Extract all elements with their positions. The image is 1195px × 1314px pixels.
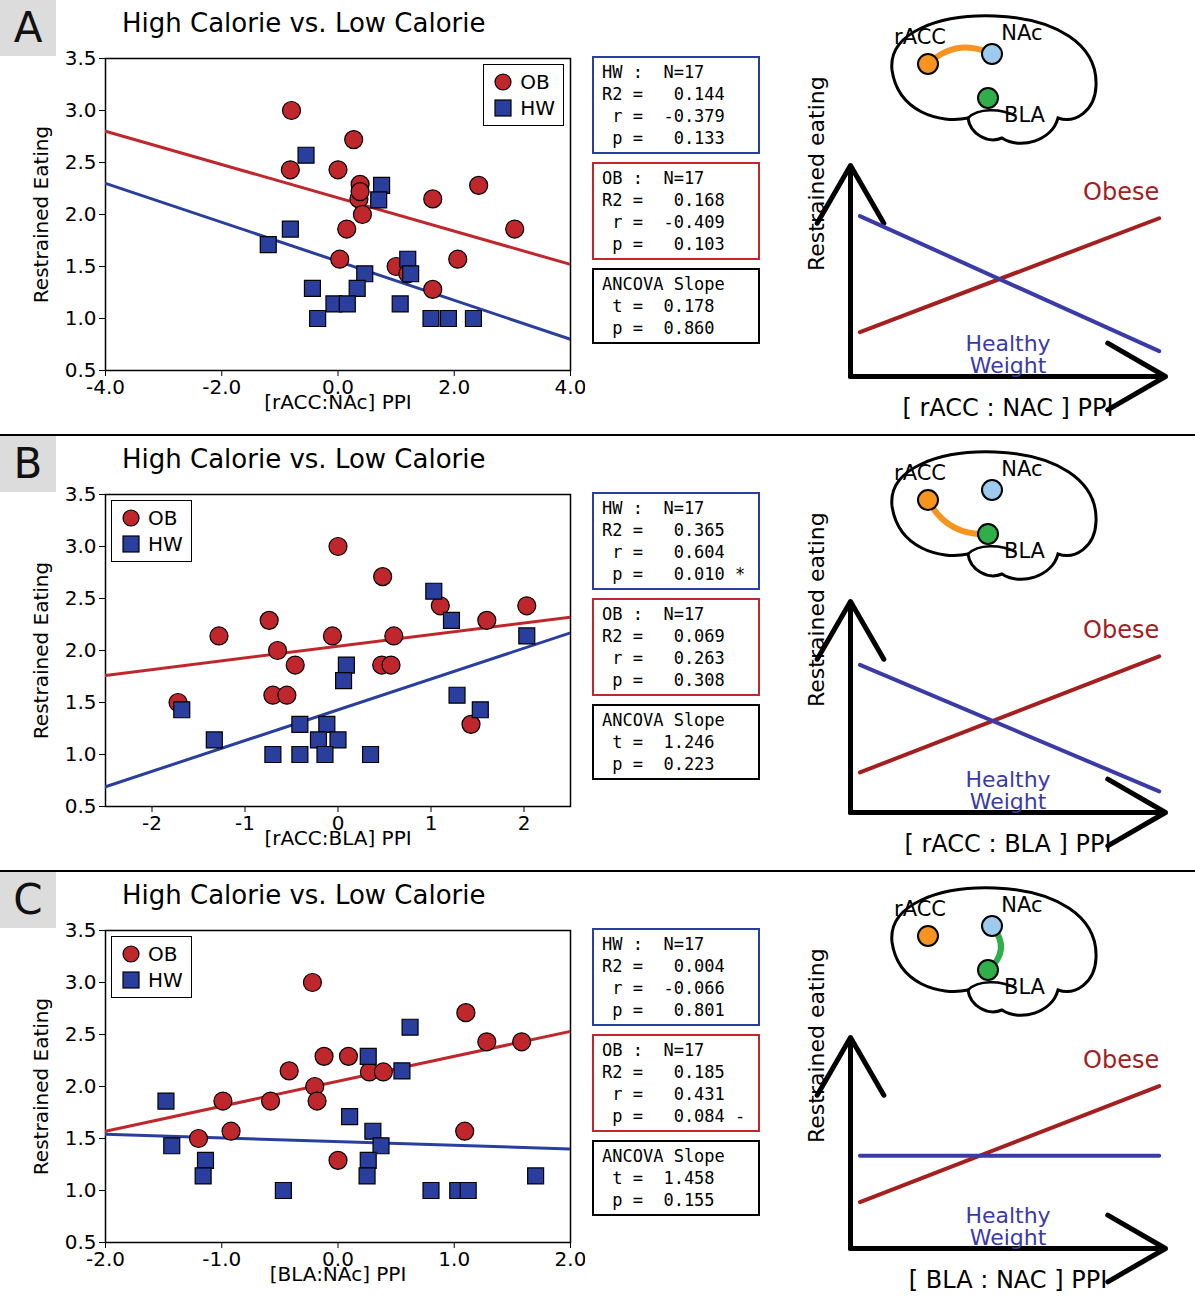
svg-text:Obese: Obese	[1083, 1046, 1159, 1074]
svg-text:[ rACC : BLA ] PPI: [ rACC : BLA ] PPI	[904, 830, 1111, 858]
html-text:ANCOVA Slope t = 1.458 p = 0.1: ANCOVA Slope t = 1.458 p = 0.155	[602, 1146, 725, 1210]
html-text:C: C	[13, 875, 43, 924]
svg-text:Restrained Eating: Restrained Eating	[29, 126, 53, 303]
svg-text:Obese: Obese	[1083, 178, 1159, 206]
svg-text:-2.0: -2.0	[86, 1247, 125, 1271]
svg-text:NAc: NAc	[1001, 893, 1042, 917]
svg-text:2.0: 2.0	[438, 375, 470, 399]
svg-text:0.0: 0.0	[322, 374, 354, 399]
html-text:B: B	[13, 439, 43, 488]
svg-text:1.0: 1.0	[65, 1178, 97, 1202]
svg-text:Restrained eating: Restrained eating	[804, 948, 829, 1143]
html-text:HW : N=17 R2 = 0.004 r = -0.06: HW : N=17 R2 = 0.004 r = -0.066 p = 0.80…	[602, 934, 725, 1020]
svg-text:NAc: NAc	[1001, 21, 1042, 45]
svg-text:Obese: Obese	[1083, 616, 1159, 644]
html-text:HW: HW	[148, 532, 183, 556]
svg-text:1.5: 1.5	[65, 254, 97, 278]
svg-text:0.0: 0.0	[322, 1246, 354, 1271]
svg-text:HealthyWeight: HealthyWeight	[965, 767, 1050, 814]
svg-text:Restrained eating: Restrained eating	[804, 512, 829, 707]
svg-text:2.0: 2.0	[65, 202, 97, 226]
html-text:ANCOVA Slope t = 0.178 p = 0.8: ANCOVA Slope t = 0.178 p = 0.860	[602, 274, 725, 338]
svg-text:4.0: 4.0	[555, 375, 585, 399]
svg-text:rACC: rACC	[894, 25, 946, 49]
svg-text:BLA: BLA	[1004, 975, 1046, 999]
svg-text:-2: -2	[142, 811, 162, 835]
svg-text:rACC: rACC	[894, 897, 946, 921]
svg-text:[ BLA : NAC ] PPI: [ BLA : NAC ] PPI	[909, 1266, 1108, 1294]
html-text:HW : N=17 R2 = 0.365 r = 0.604: HW : N=17 R2 = 0.365 r = 0.604 p = 0.010…	[602, 498, 746, 584]
html-text:High Calorie vs. Low Calorie: High Calorie vs. Low Calorie	[122, 880, 486, 910]
svg-text:BLA: BLA	[1004, 539, 1046, 563]
svg-text:[rACC:NAc] PPI: [rACC:NAc] PPI	[264, 390, 412, 414]
svg-text:[rACC:BLA] PPI: [rACC:BLA] PPI	[264, 826, 411, 850]
html-text:HW: HW	[520, 96, 555, 120]
svg-text:2.0: 2.0	[555, 1247, 585, 1271]
svg-text:1.0: 1.0	[65, 742, 97, 766]
html-text:A: A	[13, 3, 43, 52]
svg-text:2.5: 2.5	[65, 586, 97, 610]
svg-text:Restrained Eating: Restrained Eating	[29, 998, 53, 1175]
html-text:HW: HW	[148, 968, 183, 992]
html-text:High Calorie vs. Low Calorie: High Calorie vs. Low Calorie	[122, 444, 486, 474]
svg-text:rACC: rACC	[894, 461, 946, 485]
html-text:OB : N=17 R2 = 0.168 r = -0.40: OB : N=17 R2 = 0.168 r = -0.409 p = 0.10…	[602, 168, 725, 254]
svg-text:3.5: 3.5	[65, 918, 97, 942]
svg-text:Restrained eating: Restrained eating	[804, 76, 829, 271]
html-text:OB: OB	[520, 70, 550, 94]
svg-text:NAc: NAc	[1001, 457, 1042, 481]
html-text:OB: OB	[148, 506, 178, 530]
svg-text:-1.0: -1.0	[202, 1247, 241, 1271]
svg-text:HealthyWeight: HealthyWeight	[965, 1203, 1050, 1250]
svg-text:0: 0	[331, 810, 345, 835]
svg-text:0.5: 0.5	[64, 357, 97, 382]
svg-text:1.0: 1.0	[65, 306, 97, 330]
svg-text:2.5: 2.5	[65, 1022, 97, 1046]
svg-text:1.0: 1.0	[438, 1247, 470, 1271]
svg-text:BLA: BLA	[1004, 103, 1046, 127]
svg-text:1: 1	[425, 811, 438, 835]
svg-text:1.5: 1.5	[65, 690, 97, 714]
svg-text:3.5: 3.5	[65, 482, 97, 506]
html-text:HW : N=17 R2 = 0.144 r = -0.37: HW : N=17 R2 = 0.144 r = -0.379 p = 0.13…	[602, 62, 725, 148]
svg-text:-2.0: -2.0	[202, 375, 241, 399]
svg-text:3.0: 3.0	[65, 534, 97, 558]
svg-text:2: 2	[518, 811, 531, 835]
svg-text:0.5: 0.5	[65, 794, 97, 818]
svg-text:2.0: 2.0	[65, 638, 97, 662]
html-text:ANCOVA Slope t = 1.246 p = 0.2: ANCOVA Slope t = 1.246 p = 0.223	[602, 710, 725, 774]
svg-text:1.5: 1.5	[65, 1126, 97, 1150]
svg-text:-4.0: -4.0	[86, 375, 125, 399]
html-text:OB : N=17 R2 = 0.069 r = 0.263: OB : N=17 R2 = 0.069 r = 0.263 p = 0.308	[602, 604, 725, 690]
html-text:OB : N=17 R2 = 0.185 r = 0.431: OB : N=17 R2 = 0.185 r = 0.431 p = 0.084…	[602, 1040, 746, 1126]
html-text:High Calorie vs. Low Calorie: High Calorie vs. Low Calorie	[122, 8, 486, 38]
svg-text:[BLA:NAc] PPI: [BLA:NAc] PPI	[270, 1262, 407, 1286]
svg-text:Restrained Eating: Restrained Eating	[29, 562, 53, 739]
svg-text:0.5: 0.5	[64, 1229, 97, 1254]
svg-text:3.5: 3.5	[65, 46, 97, 70]
svg-text:3.0: 3.0	[65, 98, 97, 122]
svg-text:[ rACC : NAC ] PPI: [ rACC : NAC ] PPI	[902, 394, 1113, 422]
svg-text:-1: -1	[235, 811, 255, 835]
svg-text:2.0: 2.0	[65, 1074, 97, 1098]
html-text:OB: OB	[148, 942, 178, 966]
svg-text:HealthyWeight: HealthyWeight	[965, 331, 1050, 378]
svg-text:2.5: 2.5	[65, 150, 97, 174]
svg-text:3.0: 3.0	[65, 970, 97, 994]
